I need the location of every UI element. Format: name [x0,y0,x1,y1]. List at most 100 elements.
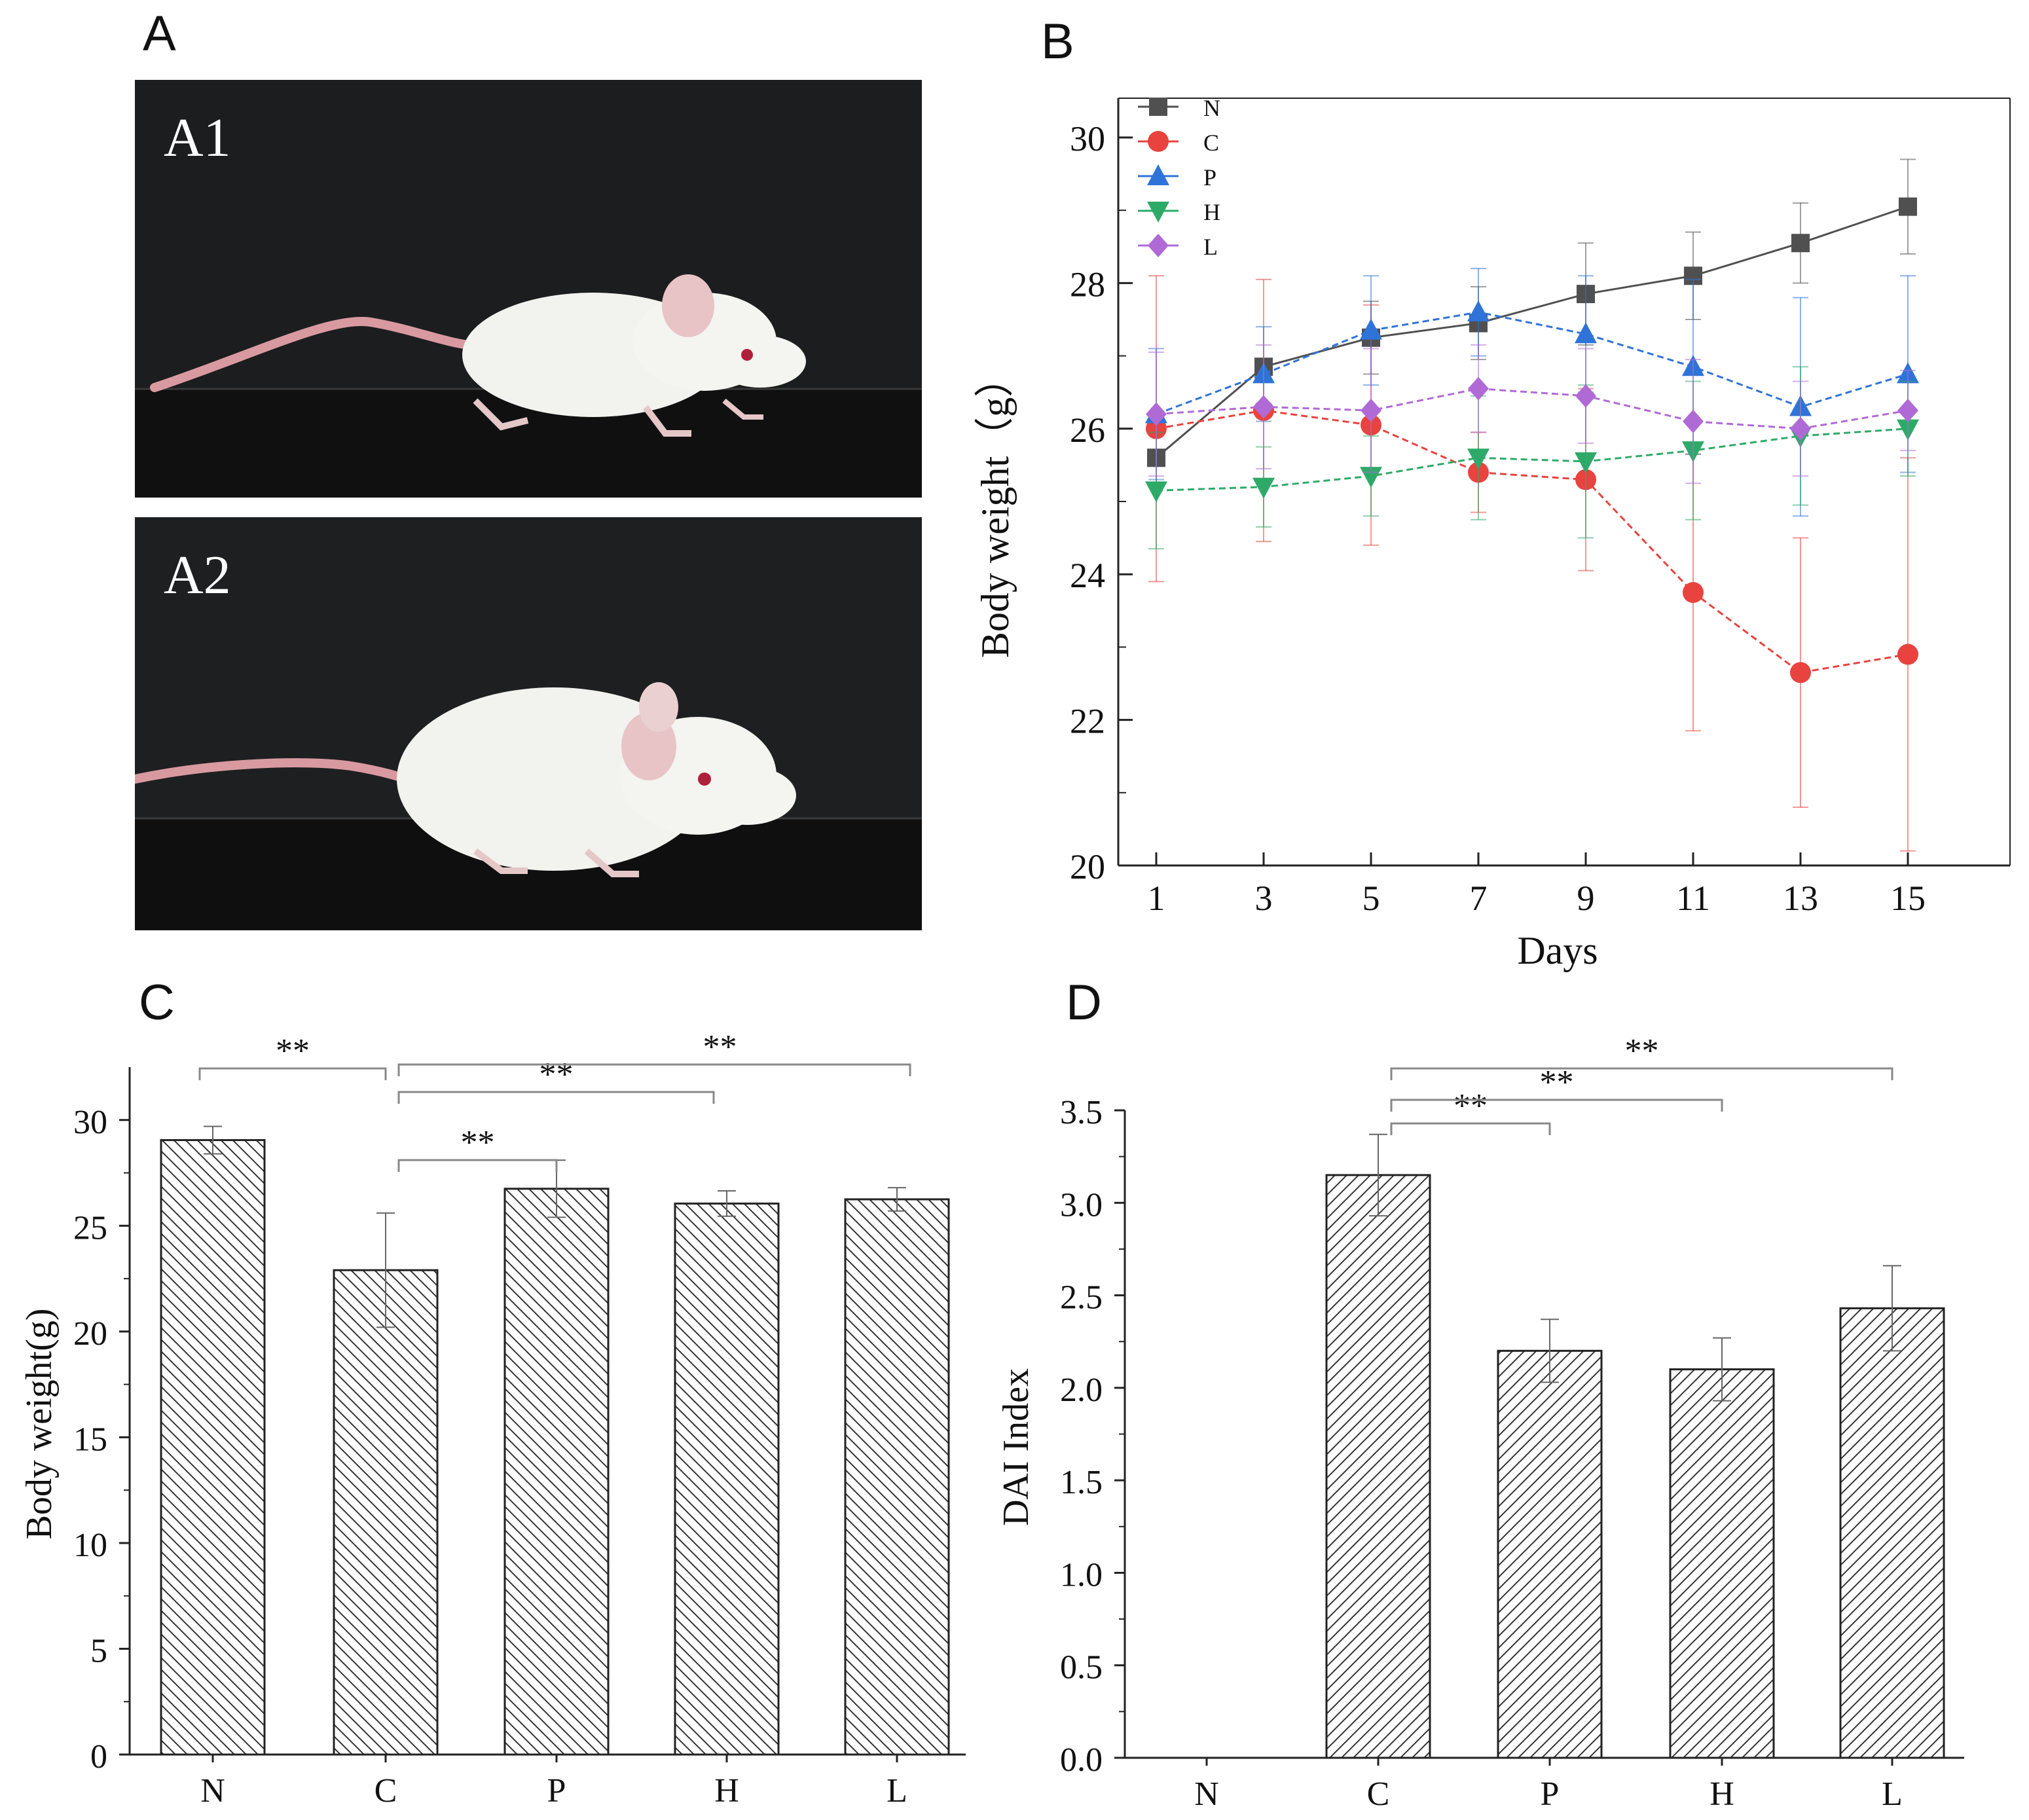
x-tick-label-P: P [1541,1775,1560,1813]
data-point-C [1790,662,1811,683]
legend-label-L: L [1203,234,1218,260]
data-point-L [1897,399,1918,422]
y-tick-label: 0.5 [1060,1649,1103,1686]
y-tick-label: 15 [73,1421,107,1458]
x-tick-label: 5 [1362,879,1380,918]
data-point-P [1467,300,1490,321]
x-tick-label: 15 [1890,879,1926,918]
x-tick-label: 3 [1255,879,1273,918]
series-line-H [1156,428,1909,492]
data-point-H [1145,481,1167,503]
x-tick-label-L: L [1882,1775,1903,1813]
significance-label: ** [1625,1032,1659,1070]
mouse-photo-a1: A1 [135,80,922,498]
legend-label-N: N [1203,95,1220,121]
x-tick-label-C: C [375,1772,397,1810]
y-tick-label: 0 [90,1738,107,1775]
x-tick-label-C: C [1367,1775,1390,1813]
significance-label: ** [276,1032,310,1070]
data-point-C [1897,644,1918,665]
data-point-L [1146,402,1167,426]
x-tick-label-H: H [1709,1775,1734,1813]
x-tick-label-H: H [714,1772,739,1810]
y-axis-title: Body weight（g） [974,358,1017,658]
y-tick-label: 5 [90,1632,107,1669]
panel-letter-b: B [1041,14,1074,69]
legend-marker-H [1147,202,1169,223]
data-point-L [1361,399,1381,422]
y-tick-label: 30 [1070,119,1105,158]
bar-L [844,1198,950,1756]
bar-H [1669,1368,1775,1759]
significance-label: ** [703,1028,737,1066]
series-line-N [1156,206,1909,459]
y-tick-label: 1.0 [1060,1556,1103,1593]
legend-label-P: P [1203,164,1216,191]
y-tick-label: 2.0 [1060,1372,1103,1409]
bar-H [674,1202,780,1756]
y-tick-label: 22 [1070,702,1105,741]
y-tick-label: 20 [1070,847,1105,886]
y-tick-label: 10 [73,1527,107,1564]
significance-bracket [397,1159,558,1172]
legend-marker-C [1148,131,1169,152]
series-line-C [1156,409,1909,674]
y-tick-label: 24 [1070,556,1105,595]
data-point-L [1575,384,1596,408]
significance-bracket [397,1091,715,1104]
y-tick-label: 0.0 [1060,1741,1103,1779]
y-tick-label: 25 [73,1209,107,1247]
legend-marker-L [1148,234,1169,257]
x-tick-label: 13 [1783,879,1818,918]
bar-L [1839,1307,1945,1759]
data-point-P [1575,322,1597,344]
panel-letter-d: D [1066,975,1102,1030]
legend-marker-N [1149,98,1167,116]
data-point-N [1791,234,1810,253]
y-tick-label: 3.5 [1060,1094,1103,1131]
x-tick-label-P: P [547,1772,566,1810]
legend-marker-P [1147,164,1169,185]
significance-bracket [1390,1099,1723,1112]
significance-bracket [397,1063,911,1076]
x-tick-label-L: L [887,1772,907,1810]
y-axis-title: DAI Index [996,1368,1036,1526]
mouse-illustration-a2 [135,517,922,930]
y-axis-title: Body weight(g) [19,1308,60,1539]
y-tick-label: 28 [1070,264,1105,304]
y-tick-label: 26 [1070,410,1105,450]
x-tick-label-N: N [200,1772,225,1810]
data-point-L [1253,395,1274,419]
y-tick-label: 30 [73,1104,107,1141]
bar-P [503,1188,610,1756]
mouse-photo-a2: A2 [135,517,922,930]
data-point-L [1790,416,1811,441]
panel-letter-c: C [139,975,175,1030]
x-tick-label: 1 [1148,879,1165,918]
x-axis-title: Days [1517,929,1598,972]
data-point-N [1899,197,1917,216]
x-tick-label-N: N [1194,1775,1219,1813]
x-tick-label: 9 [1577,879,1595,918]
data-point-H [1252,477,1275,499]
x-tick-label: 7 [1470,879,1488,918]
legend-label-H: H [1203,199,1220,225]
series-H [1145,366,1919,550]
y-tick-label: 2.5 [1060,1279,1103,1317]
photo-label-a1: A1 [164,107,231,168]
data-point-H [1467,448,1490,470]
photo-label-a2: A2 [164,545,231,606]
x-tick-label: 11 [1676,879,1710,918]
significance-bracket [1390,1067,1893,1080]
y-tick-label: 1.5 [1060,1464,1103,1501]
series-L [1146,344,1918,484]
legend-label-C: C [1203,130,1219,156]
mouse-illustration-a1 [135,80,922,498]
data-point-L [1468,376,1489,401]
data-point-C [1683,582,1704,603]
data-point-P [1360,318,1382,340]
bar-P [1497,1349,1603,1759]
